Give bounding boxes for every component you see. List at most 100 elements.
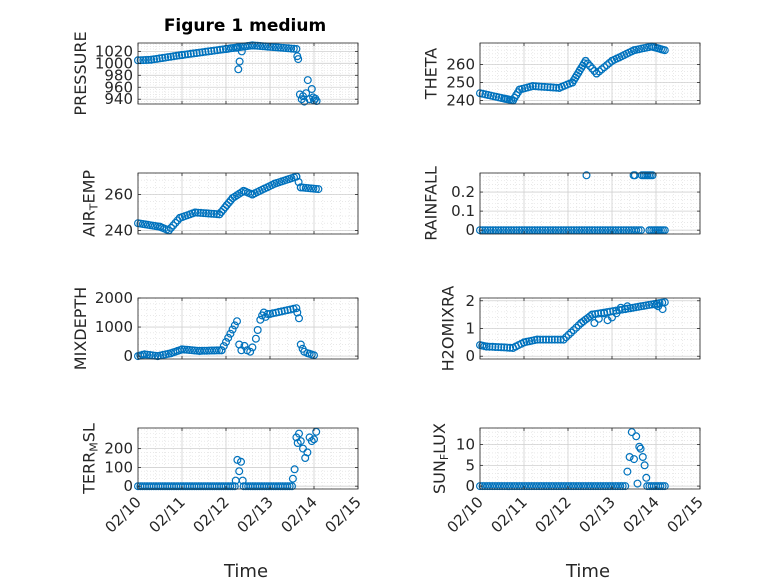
data-point	[559, 335, 568, 344]
data-point	[488, 342, 497, 351]
data-point	[147, 55, 156, 64]
data-point	[283, 306, 292, 315]
plot-area	[138, 173, 358, 234]
data-point	[164, 53, 173, 62]
data-point	[189, 49, 198, 58]
data-point	[217, 208, 226, 217]
y-tick-label: 2	[465, 292, 475, 310]
y-tick-label: 0	[465, 221, 475, 239]
data-point	[590, 66, 599, 75]
data-point	[294, 55, 303, 64]
data-point	[656, 482, 665, 491]
series-air_temp	[134, 172, 323, 235]
data-point	[199, 209, 208, 218]
data-point	[152, 54, 161, 63]
data-point	[301, 183, 310, 192]
plot-area	[138, 43, 358, 104]
y-tick-label: 1	[465, 320, 475, 338]
data-point	[594, 482, 603, 491]
data-point	[621, 482, 630, 491]
data-point	[601, 482, 610, 491]
data-point	[237, 47, 246, 56]
data-point	[230, 482, 239, 491]
data-point	[215, 346, 224, 355]
data-point	[263, 310, 272, 319]
data-point	[574, 321, 583, 330]
y-tick-label: 1020	[95, 42, 133, 60]
data-point	[312, 96, 321, 105]
data-point	[595, 67, 604, 76]
data-point	[268, 309, 277, 318]
data-point	[292, 304, 301, 313]
data-point	[613, 482, 622, 491]
data-point	[155, 54, 164, 63]
data-point	[296, 437, 305, 446]
y-tick-label: 5	[465, 456, 475, 474]
data-point	[530, 482, 539, 491]
data-point	[212, 210, 221, 219]
data-point	[537, 482, 546, 491]
y-tick-label: 260	[104, 186, 133, 204]
data-point	[274, 43, 283, 52]
data-point	[178, 50, 187, 59]
data-point	[277, 307, 286, 316]
y-tick-label: 1000	[95, 54, 133, 72]
data-point	[207, 209, 216, 218]
data-point	[632, 432, 641, 441]
data-point	[546, 83, 555, 92]
data-point	[494, 343, 503, 352]
data-point	[633, 479, 642, 488]
data-point	[588, 310, 597, 319]
data-point	[642, 473, 651, 482]
data-point	[569, 326, 578, 335]
data-point	[287, 44, 296, 53]
data-point	[212, 346, 221, 355]
y-tick-label: 0.2	[451, 183, 475, 201]
data-point	[196, 208, 205, 217]
y-tick-label: 980	[104, 66, 133, 84]
data-point	[253, 41, 262, 50]
data-point	[658, 482, 667, 491]
series-pressure	[134, 41, 321, 106]
data-point	[222, 338, 231, 347]
data-point	[166, 52, 175, 61]
y-tick-label: 240	[104, 221, 133, 239]
data-point	[228, 325, 237, 334]
data-point	[311, 184, 320, 193]
y-axis-label: H2OMIXRA	[439, 286, 458, 372]
data-point	[140, 350, 149, 359]
data-point	[517, 482, 526, 491]
data-point	[235, 467, 244, 476]
data-point	[541, 335, 550, 344]
y-tick-label: 0	[123, 347, 133, 365]
data-point	[310, 435, 319, 444]
y-tick-label: 1000	[95, 318, 133, 336]
data-point	[219, 342, 228, 351]
data-point	[201, 47, 210, 56]
y-axis-label: THETA	[422, 48, 441, 100]
data-point	[303, 76, 312, 85]
data-point	[306, 184, 315, 193]
data-point	[288, 474, 297, 483]
data-point	[564, 482, 573, 491]
data-point	[540, 82, 549, 91]
data-point	[553, 335, 562, 344]
data-point	[235, 57, 244, 66]
data-point	[534, 82, 543, 91]
data-point	[532, 482, 541, 491]
data-point	[193, 208, 202, 217]
data-point	[296, 340, 305, 349]
data-point	[226, 482, 235, 491]
data-point	[638, 453, 647, 462]
axes-box	[479, 42, 701, 105]
data-point	[276, 43, 285, 52]
data-point	[625, 453, 634, 462]
y-tick-label: 0	[123, 477, 133, 495]
data-point	[204, 209, 213, 218]
data-point	[256, 41, 265, 50]
data-point	[226, 329, 235, 338]
data-point	[202, 346, 211, 355]
data-point	[269, 43, 278, 52]
data-point	[491, 343, 500, 352]
